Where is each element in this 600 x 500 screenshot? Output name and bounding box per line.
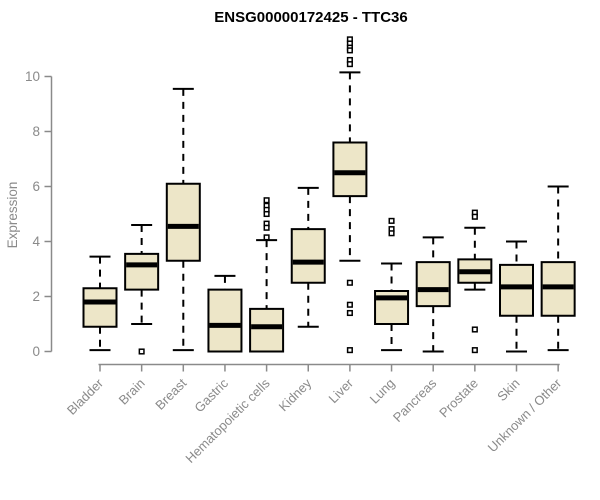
outlier-point <box>388 217 395 224</box>
iqr-box <box>249 307 285 353</box>
box-kidney <box>290 186 326 328</box>
box-breast <box>165 87 201 352</box>
chart-title: ENSG00000172425 - TTC36 <box>214 9 407 26</box>
outlier-point <box>471 213 478 220</box>
outlier-point <box>346 61 353 68</box>
box-pancreas <box>415 236 451 353</box>
outlier-point <box>471 326 478 333</box>
box-unknown-other <box>540 185 576 352</box>
iqr-box <box>165 182 201 262</box>
x-category-label: Unknown / Other <box>485 375 565 455</box>
y-tick-label: 8 <box>32 124 40 139</box>
box-lung <box>374 217 410 352</box>
y-axis-label: Expression <box>5 182 20 249</box>
x-category-label: Pancreas <box>390 375 440 425</box>
iqr-box <box>124 252 160 291</box>
outlier-point <box>346 309 353 317</box>
outlier-point <box>263 210 270 218</box>
outlier-point <box>263 224 270 231</box>
iqr-box <box>290 228 326 284</box>
box-liver <box>332 36 368 354</box>
box-hematopoietic-cells <box>249 197 285 353</box>
x-category-label: Brain <box>116 376 148 408</box>
box-series <box>82 36 576 355</box>
box-prostate <box>457 209 493 354</box>
outlier-point <box>263 234 270 241</box>
x-category-label: Lung <box>367 376 398 407</box>
x-category-label: Skin <box>494 376 522 404</box>
box-skin <box>499 240 534 353</box>
iqr-box <box>82 287 118 328</box>
outlier-point <box>346 301 353 308</box>
iqr-box <box>207 288 243 353</box>
x-category-label: Kidney <box>276 375 315 414</box>
x-category-label: Gastric <box>191 375 231 415</box>
outlier-point <box>263 197 270 204</box>
box-bladder <box>82 255 118 352</box>
outlier-point <box>346 279 353 286</box>
box-gastric <box>207 274 243 353</box>
y-tick-label: 6 <box>32 179 40 194</box>
box-brain <box>124 224 160 355</box>
y-tick-label: 10 <box>25 69 40 84</box>
y-tick-label: 2 <box>32 289 40 304</box>
outlier-point <box>388 230 395 237</box>
x-category-label: Breast <box>152 375 189 412</box>
outlier-point <box>346 347 353 354</box>
x-category-label: Liver <box>325 375 356 406</box>
y-tick-label: 4 <box>32 234 40 249</box>
x-category-label: Prostate <box>436 376 481 421</box>
iqr-box <box>415 261 451 308</box>
outlier-point <box>471 347 478 354</box>
iqr-box <box>499 263 534 317</box>
y-tick-label: 0 <box>32 344 40 359</box>
iqr-box <box>332 141 368 198</box>
outlier-point <box>346 47 353 54</box>
x-category-label: Bladder <box>64 375 107 418</box>
outlier-point <box>138 348 145 355</box>
